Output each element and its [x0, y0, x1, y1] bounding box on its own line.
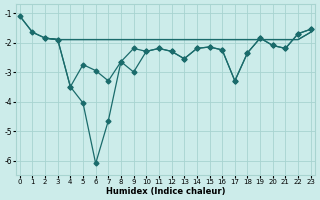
X-axis label: Humidex (Indice chaleur): Humidex (Indice chaleur) [106, 187, 225, 196]
